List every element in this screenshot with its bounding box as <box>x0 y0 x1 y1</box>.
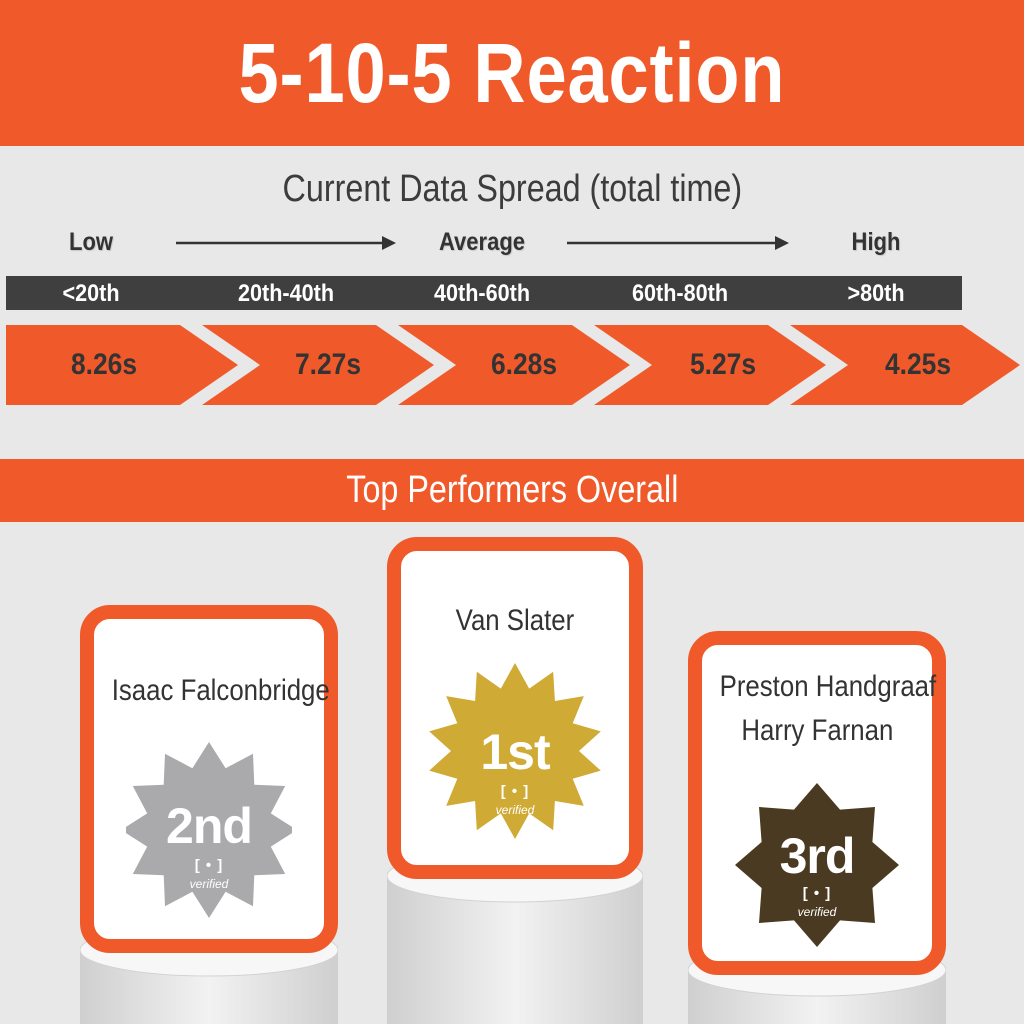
badge-star <box>429 663 601 839</box>
time-value: 8.26s <box>70 348 138 381</box>
performer-card-third: Preston Handgraaf Harry Farnan 3rd [ • ]… <box>688 631 946 975</box>
header-banner: 5-10-5 Reaction <box>0 0 1024 146</box>
time-value: 6.28s <box>490 348 558 381</box>
chevron-segment <box>594 325 826 405</box>
rank-badge-gold-icon <box>429 663 601 839</box>
chevron-segment <box>202 325 434 405</box>
performer-name: Harry Farnan <box>702 709 932 753</box>
performer-name: Van Slater <box>401 599 629 643</box>
rank-text: 2nd <box>166 798 253 854</box>
performer-name-text: Isaac Falconbridge <box>111 674 330 707</box>
performer-name-text: Harry Farnan <box>741 714 893 747</box>
chevron-segment <box>398 325 630 405</box>
badge-star <box>735 783 899 947</box>
percentile-label: <20th <box>62 280 120 307</box>
performer-name: Preston Handgraaf <box>702 665 937 709</box>
performer-name-text: Van Slater <box>455 604 575 637</box>
rank-text: 1st <box>480 724 550 780</box>
verified-label: verified <box>189 877 229 891</box>
verified-icon: [ • ] <box>194 857 224 874</box>
chevron-band <box>6 325 1020 405</box>
page-title: 5-10-5 Reaction <box>238 25 786 120</box>
verified-icon: [ • ] <box>500 783 530 800</box>
percentile-label: >80th <box>847 280 905 307</box>
verified-icon: [ • ] <box>802 885 832 902</box>
performer-name: Isaac Falconbridge <box>94 669 330 713</box>
performer-card-second: Isaac Falconbridge 2nd [ • ] verified <box>80 605 338 953</box>
data-spread-title: Current Data Spread (total time) <box>0 168 1024 211</box>
percentile-bar <box>6 276 962 310</box>
scale-label-low: Low <box>69 228 113 256</box>
top-performers-title: Top Performers Overall <box>345 469 679 511</box>
chevron-segment <box>790 325 1020 405</box>
arrow-right-icon <box>567 236 789 250</box>
time-value: 7.27s <box>294 348 362 381</box>
scale-label-average: Average <box>438 228 526 256</box>
performer-card-first: Van Slater 1st [ • ] verified <box>387 537 643 879</box>
data-spread-title-text: Current Data Spread (total time) <box>282 168 742 210</box>
time-value: 5.27s <box>689 348 757 381</box>
rank-text: 3rd <box>779 828 856 884</box>
verified-label: verified <box>797 905 837 919</box>
top-performers-banner: Top Performers Overall <box>0 459 1024 522</box>
rank-badge-bronze-icon <box>735 783 899 947</box>
rank-badge-silver-icon <box>126 742 292 918</box>
percentile-label: 20th-40th <box>237 280 335 307</box>
percentile-label: 40th-60th <box>433 280 531 307</box>
time-value: 4.25s <box>884 348 952 381</box>
arrow-right-icon <box>176 236 396 250</box>
scale-label-high: High <box>851 228 901 256</box>
chevron-segment <box>6 325 238 405</box>
badge-star <box>126 742 292 918</box>
verified-label: verified <box>495 803 535 817</box>
performer-name-text: Preston Handgraaf <box>719 670 937 703</box>
percentile-label: 60th-80th <box>631 280 729 307</box>
